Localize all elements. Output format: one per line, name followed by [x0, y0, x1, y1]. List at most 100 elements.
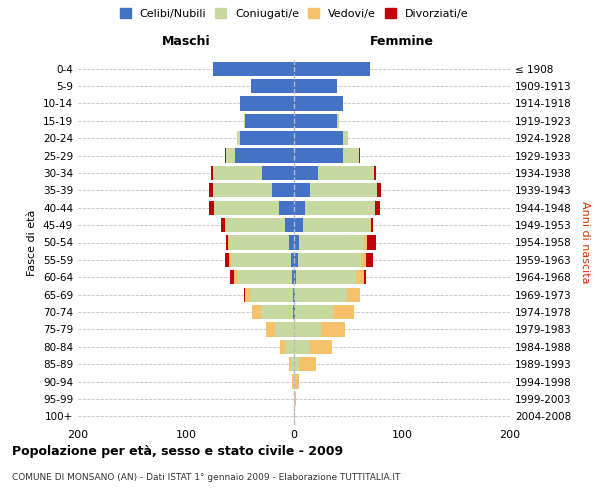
Text: Femmine: Femmine: [370, 35, 434, 48]
Bar: [221, 218, 225, 232]
Bar: [302, 218, 370, 232]
Bar: [293, 288, 294, 302]
Bar: [213, 62, 294, 76]
Bar: [238, 270, 292, 284]
Bar: [294, 183, 310, 198]
Bar: [298, 253, 361, 267]
Bar: [294, 166, 318, 180]
Bar: [237, 131, 240, 146]
Bar: [230, 270, 233, 284]
Bar: [225, 253, 229, 267]
Bar: [294, 96, 343, 110]
Bar: [294, 148, 343, 162]
Bar: [262, 166, 294, 180]
Bar: [294, 392, 296, 406]
Bar: [292, 270, 294, 284]
Bar: [260, 305, 293, 319]
Bar: [294, 131, 343, 146]
Bar: [377, 183, 382, 198]
Text: COMUNE DI MONSANO (AN) - Dati ISTAT 1° gennaio 2009 - Elaborazione TUTTITALIA.IT: COMUNE DI MONSANO (AN) - Dati ISTAT 1° g…: [12, 472, 400, 482]
Bar: [299, 357, 316, 372]
Bar: [209, 183, 213, 198]
Bar: [294, 218, 302, 232]
Bar: [213, 183, 272, 198]
Bar: [370, 218, 371, 232]
Bar: [292, 374, 293, 388]
Bar: [226, 236, 228, 250]
Bar: [361, 253, 367, 267]
Bar: [245, 114, 294, 128]
Bar: [286, 218, 294, 232]
Bar: [321, 322, 345, 336]
Bar: [211, 166, 213, 180]
Bar: [252, 305, 260, 319]
Bar: [375, 200, 380, 215]
Bar: [356, 270, 364, 284]
Bar: [226, 148, 235, 162]
Bar: [333, 305, 355, 319]
Bar: [295, 305, 333, 319]
Bar: [364, 270, 367, 284]
Bar: [289, 357, 291, 372]
Bar: [359, 148, 360, 162]
Bar: [244, 114, 245, 128]
Y-axis label: Anni di nascita: Anni di nascita: [580, 201, 590, 284]
Bar: [343, 131, 348, 146]
Bar: [213, 166, 262, 180]
Legend: Celibi/Nubili, Coniugati/e, Vedovi/e, Divorziati/e: Celibi/Nubili, Coniugati/e, Vedovi/e, Di…: [119, 8, 469, 19]
Bar: [209, 200, 214, 215]
Bar: [337, 114, 340, 128]
Bar: [251, 79, 294, 93]
Bar: [225, 148, 226, 162]
Bar: [310, 183, 377, 198]
Bar: [233, 270, 238, 284]
Bar: [291, 357, 294, 372]
Bar: [294, 322, 321, 336]
Y-axis label: Fasce di età: Fasce di età: [28, 210, 37, 276]
Bar: [226, 218, 286, 232]
Bar: [225, 218, 226, 232]
Bar: [294, 79, 337, 93]
Bar: [250, 288, 293, 302]
Bar: [232, 253, 291, 267]
Bar: [367, 253, 373, 267]
Bar: [235, 148, 294, 162]
Bar: [214, 200, 279, 215]
Bar: [266, 322, 275, 336]
Bar: [295, 288, 347, 302]
Bar: [228, 236, 229, 250]
Bar: [240, 131, 294, 146]
Bar: [294, 340, 310, 354]
Bar: [294, 62, 370, 76]
Bar: [294, 409, 295, 424]
Bar: [245, 288, 250, 302]
Bar: [244, 288, 245, 302]
Bar: [229, 253, 232, 267]
Bar: [296, 270, 356, 284]
Bar: [374, 166, 376, 180]
Bar: [294, 114, 337, 128]
Bar: [294, 288, 295, 302]
Bar: [279, 200, 294, 215]
Bar: [367, 236, 376, 250]
Bar: [294, 200, 305, 215]
Bar: [294, 305, 295, 319]
Text: Popolazione per età, sesso e stato civile - 2009: Popolazione per età, sesso e stato civil…: [12, 445, 343, 458]
Bar: [293, 305, 294, 319]
Bar: [294, 357, 299, 372]
Bar: [229, 236, 289, 250]
Bar: [289, 236, 294, 250]
Bar: [294, 270, 296, 284]
Bar: [291, 253, 294, 267]
Bar: [240, 96, 294, 110]
Bar: [310, 340, 332, 354]
Bar: [294, 253, 298, 267]
Bar: [343, 148, 359, 162]
Bar: [318, 166, 374, 180]
Bar: [305, 200, 375, 215]
Bar: [275, 322, 294, 336]
Bar: [293, 374, 294, 388]
Bar: [280, 340, 286, 354]
Text: Maschi: Maschi: [161, 35, 211, 48]
Bar: [299, 236, 364, 250]
